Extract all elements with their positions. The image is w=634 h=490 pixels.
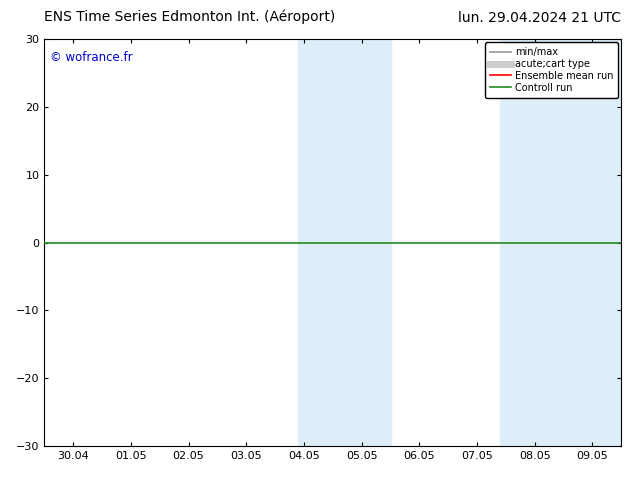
Text: ENS Time Series Edmonton Int. (Aéroport): ENS Time Series Edmonton Int. (Aéroport)	[44, 10, 335, 24]
Bar	[500, 39, 526, 446]
Bar	[324, 39, 391, 446]
Text: lun. 29.04.2024 21 UTC: lun. 29.04.2024 21 UTC	[458, 10, 621, 24]
Text: © wofrance.fr: © wofrance.fr	[50, 51, 133, 64]
Bar	[298, 39, 324, 446]
Bar	[526, 39, 621, 446]
Legend: min/max, acute;cart type, Ensemble mean run, Controll run: min/max, acute;cart type, Ensemble mean …	[485, 42, 618, 98]
